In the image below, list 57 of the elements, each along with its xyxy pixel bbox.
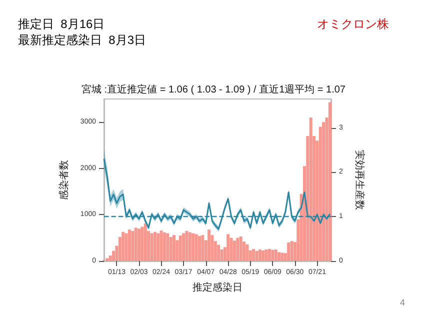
bar [262,250,265,261]
bar [169,236,172,261]
text: 4 [400,298,406,308]
bar [328,102,332,261]
bar [220,249,224,261]
bar [192,233,195,261]
bar [236,238,240,261]
bar [160,230,163,261]
x-axis-title: 推定感染日 [192,282,242,294]
bar [138,228,141,261]
text: オミクロン株 [317,17,389,31]
bar [274,249,278,261]
bar [166,233,170,261]
bar [309,118,312,261]
bar [131,230,134,261]
bar [268,248,271,261]
text: 最新推定感染日 8月3日 [18,33,146,47]
text: 推定日 8月16日 [18,17,105,31]
bar [144,224,147,261]
bar [232,240,236,261]
bar [271,250,274,261]
bar [290,241,294,261]
bar [134,228,138,261]
bar [198,236,201,261]
bar [178,236,182,261]
bar [182,233,186,261]
bar [230,238,233,261]
bar [194,234,198,261]
bar [128,230,131,261]
bar [188,232,192,261]
bar [156,233,160,261]
bar [108,255,112,261]
y-axis-title: 感染者数 [58,160,70,200]
bar [172,235,176,261]
y2-axis-title: 実効再生産数 [353,150,366,210]
bar [287,242,290,261]
bar [264,249,268,261]
bar [153,232,156,261]
bar [185,230,188,261]
bar [255,250,258,261]
bar [162,232,166,261]
bar [150,233,154,261]
bar [140,226,144,261]
bar [217,244,220,261]
bar [278,252,281,261]
bar [201,235,204,261]
bar [280,252,284,261]
bar [208,230,211,261]
bar [258,249,262,261]
chart-title: 宮城 :直近推定値 = 1.06 ( 1.03 - 1.09 ) / 直近1週平均 = 1.07 [82,84,346,96]
bar [246,244,249,261]
bar [124,233,128,261]
bar [239,236,242,261]
bar [122,232,125,261]
bar [106,258,109,261]
bar [252,248,256,261]
bar [226,234,230,261]
